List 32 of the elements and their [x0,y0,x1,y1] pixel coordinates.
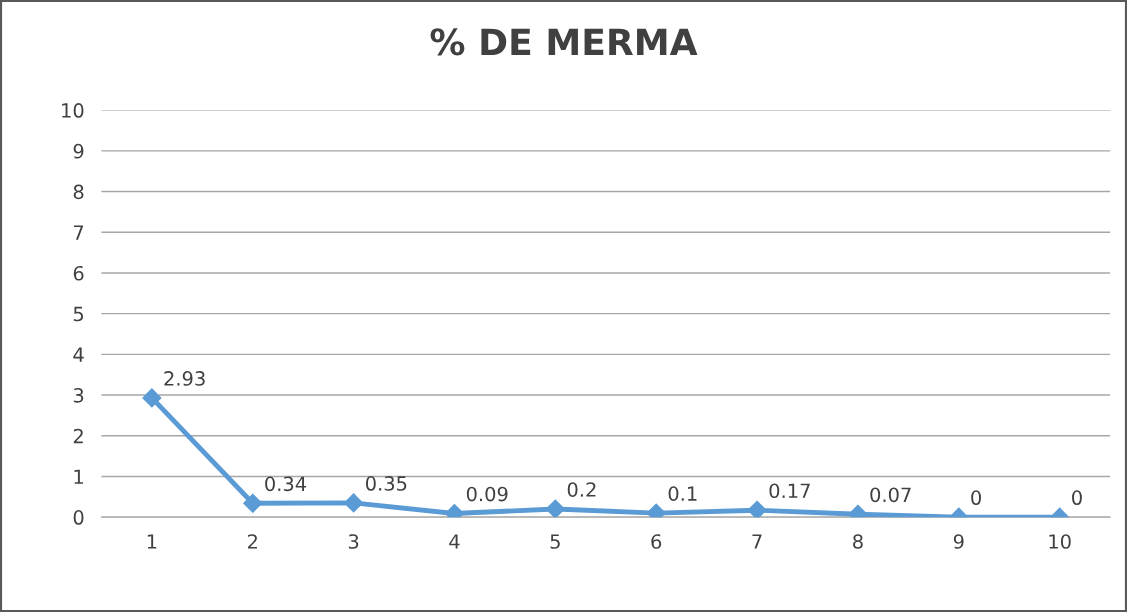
data-label: 0.35 [365,476,407,491]
x-tick-label: 9 [953,534,964,549]
y-tick-label: 6 [73,265,84,281]
x-tick-label: 2 [247,534,257,549]
y-tick-label: 3 [73,388,84,403]
data-label: 0.1 [668,486,697,501]
x-tick-label: 7 [752,534,762,549]
data-label: 0.2 [567,482,596,497]
x-tick-label: 8 [853,534,863,549]
y-tick-label: 1 [74,469,83,484]
data-label: 0.07 [870,487,911,503]
y-tick-label: 2 [73,428,83,444]
x-tick-label: 3 [348,534,359,549]
data-label: 0.17 [769,483,810,499]
y-tick-label: 5 [73,306,84,322]
data-label: 0.34 [265,476,307,492]
data-label: 0 [971,490,981,506]
data-label: 0.09 [466,486,508,502]
y-tick-label: 0 [73,510,84,525]
y-tick-label: 8 [73,184,84,200]
chart-title: % DE MERMA [430,28,698,56]
x-tick-label: 4 [449,534,460,549]
x-tick-label: 10 [1049,534,1071,549]
y-tick-label: 10 [62,103,84,118]
y-tick-label: 9 [73,143,84,159]
y-tick-label: 4 [73,347,84,362]
x-tick-label: 5 [550,534,560,549]
x-tick-label: 1 [147,534,157,549]
x-tick-label: 6 [651,534,662,549]
y-tick-label: 7 [73,225,84,240]
data-label: 2.93 [164,371,205,386]
data-label: 0 [1072,490,1082,506]
